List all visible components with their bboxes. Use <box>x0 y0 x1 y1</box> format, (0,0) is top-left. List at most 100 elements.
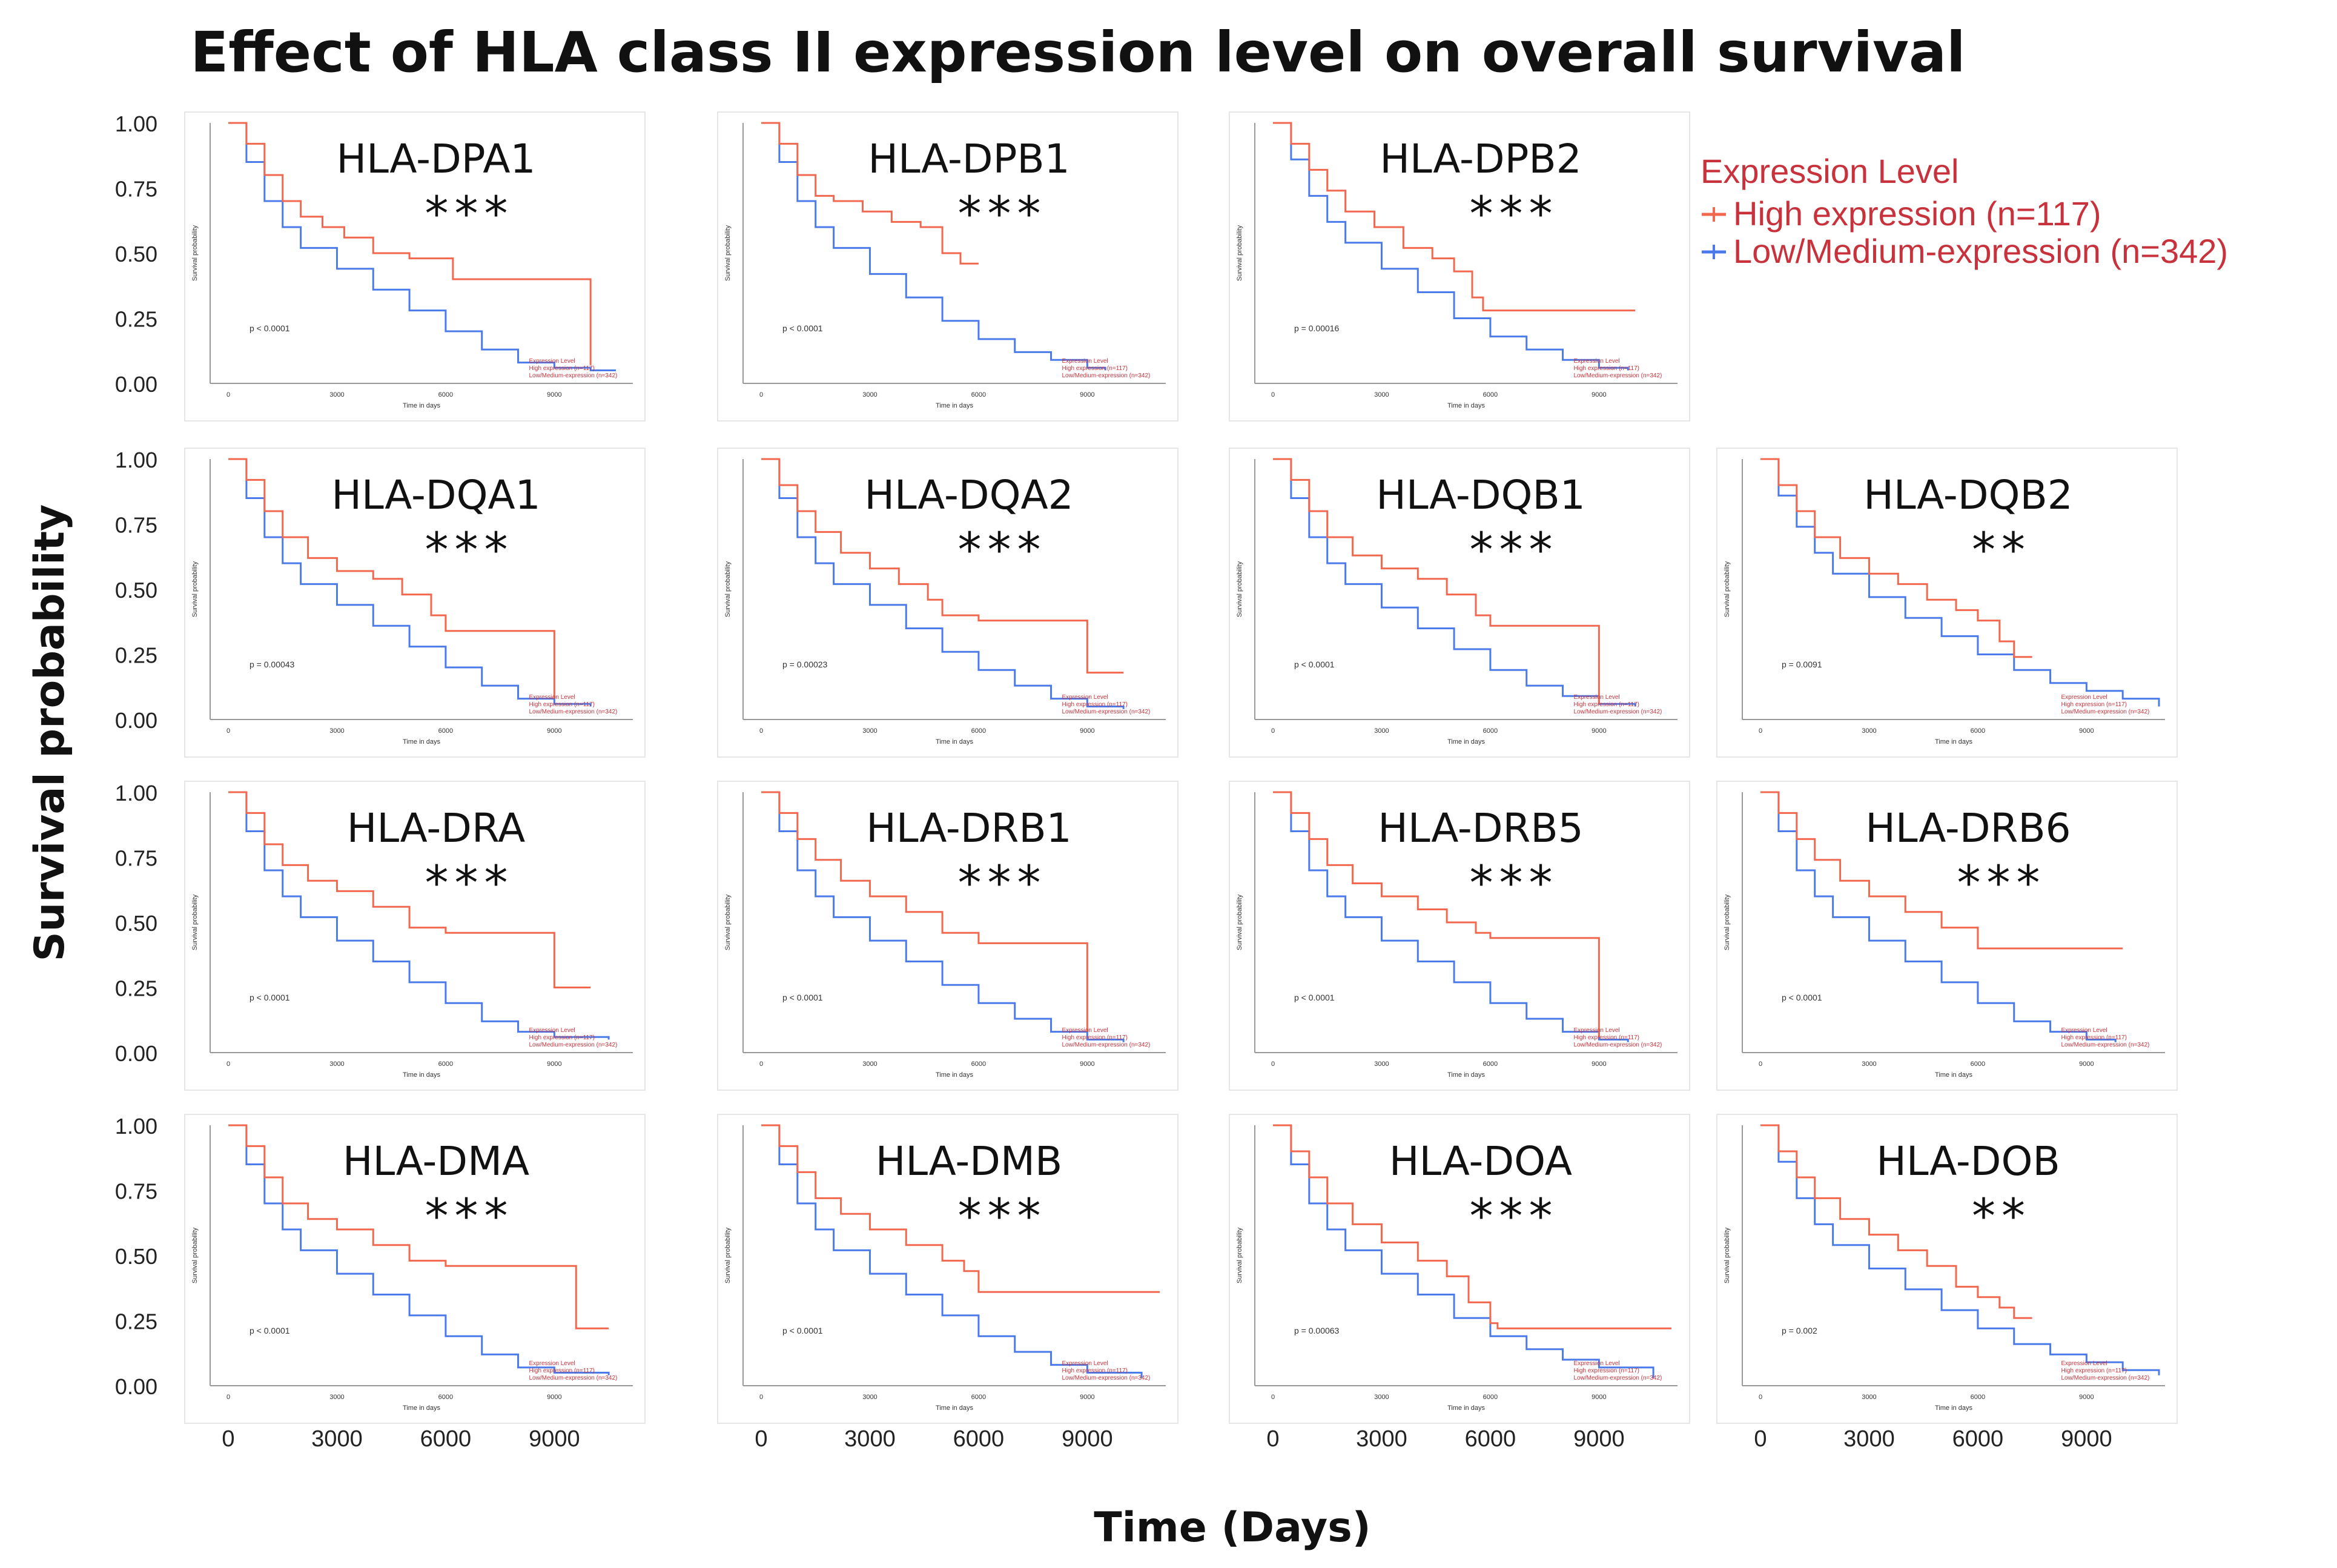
panel-frame <box>1716 781 2178 1091</box>
panel-title: HLA-DQB1 <box>1376 472 1585 518</box>
panel-x-tick-label: 3000 <box>1374 391 1389 399</box>
high-expression-curve <box>228 122 592 365</box>
panel-legend-high: High expression (n=117) <box>1062 701 1128 708</box>
panel-legend-title: Expression Level <box>1573 1360 1619 1367</box>
panel-legend-low: Low/Medium-expression (n=342) <box>1573 1042 1662 1048</box>
panel-legend-title: Expression Level <box>1062 694 1108 701</box>
panel-y-label: Survival probability <box>724 225 732 281</box>
panel-x-tick-label: 9000 <box>547 1394 561 1401</box>
panel-legend-title: Expression Level <box>1062 358 1108 365</box>
low-expression-curve <box>1760 1124 2160 1375</box>
panel-y-label: Survival probability <box>1724 561 1731 617</box>
high-expression-curve <box>761 1124 1160 1293</box>
legend: Expression Level High expression (n=117)… <box>1701 152 2228 270</box>
panel-x-label: Time in days <box>1935 1404 1972 1412</box>
high-expression-curve <box>1273 791 1600 1037</box>
significance-stars: *** <box>1470 1189 1559 1244</box>
panel-y-label: Survival probability <box>1236 561 1243 617</box>
high-expression-curve <box>761 458 1124 674</box>
panel-legend-low: Low/Medium-expression (n=342) <box>529 372 617 379</box>
panel-title: HLA-DMB <box>876 1138 1062 1185</box>
panel-legend-title: Expression Level <box>1062 1360 1108 1367</box>
x-tick-label: 3000 <box>844 1426 896 1452</box>
p-value: p < 0.0001 <box>1294 660 1335 669</box>
high-expression-curve <box>1273 1124 1671 1329</box>
panel-legend-title: Expression Level <box>2061 1027 2107 1034</box>
panel-x-tick-label: 6000 <box>1483 1394 1498 1401</box>
panel-x-tick-label: 6000 <box>438 727 453 735</box>
panel-hla-doa: 0 3000 6000 9000 Time in days Survival probab… <box>1229 1114 1690 1424</box>
x-tick-label: 6000 <box>1952 1426 2004 1452</box>
panel-x-tick-label: 6000 <box>971 1060 986 1068</box>
p-value: p < 0.0001 <box>250 1326 290 1335</box>
x-tick-label: 6000 <box>953 1426 1005 1452</box>
panel-hla-dqb1: 0 3000 6000 9000 Time in days Survival probab… <box>1229 448 1690 758</box>
panel-x-tick-label: 0 <box>1759 1394 1762 1401</box>
panel-legend-low: Low/Medium-expression (n=342) <box>529 709 617 715</box>
y-tick-label: 0.50 <box>115 1244 157 1269</box>
panel-x-tick-label: 9000 <box>1080 391 1094 399</box>
p-value: p = 0.00016 <box>1294 323 1340 333</box>
panel-x-tick-label: 9000 <box>547 391 561 399</box>
panel-x-tick-label: 3000 <box>329 1394 344 1401</box>
panel-x-label: Time in days <box>403 1071 440 1079</box>
panel-legend-title: Expression Level <box>2061 1360 2107 1367</box>
panel-frame <box>184 448 646 758</box>
panel-x-label: Time in days <box>936 1071 973 1079</box>
significance-stars: *** <box>958 187 1047 242</box>
y-tick-label: 1.00 <box>115 111 157 136</box>
panel-x-tick-label: 9000 <box>1592 1394 1606 1401</box>
x-tick-label: 3000 <box>1843 1426 1895 1452</box>
panel-frame <box>184 781 646 1091</box>
panel-x-tick-label: 9000 <box>2079 1394 2094 1401</box>
y-tick-label: 0.50 <box>115 911 157 936</box>
panel-title: HLA-DQB2 <box>1863 472 2072 518</box>
y-tick-label: 0.25 <box>115 1309 157 1334</box>
panel-hla-dqa2: 0 3000 6000 9000 Time in days Survival probab… <box>717 448 1178 758</box>
panel-x-tick-label: 0 <box>759 1060 763 1068</box>
panel-frame <box>717 111 1178 422</box>
x-tick-label: 9000 <box>1573 1426 1625 1452</box>
panel-x-tick-label: 6000 <box>438 1394 453 1401</box>
low-expression-curve <box>1760 791 2117 1042</box>
panel-frame <box>184 1114 646 1424</box>
low-expression-curve <box>761 1124 1143 1378</box>
panel-x-tick-label: 0 <box>226 1394 230 1401</box>
low-expression-curve <box>1760 458 2160 707</box>
panel-x-tick-label: 9000 <box>1592 391 1606 399</box>
panel-legend-title: Expression Level <box>529 1027 575 1034</box>
panel-x-tick-label: 3000 <box>862 1394 877 1401</box>
panel-hla-drb6: 0 3000 6000 9000 Time in days Survival probab… <box>1716 781 2178 1091</box>
significance-stars: *** <box>1470 187 1559 242</box>
panel-x-label: Time in days <box>936 402 973 409</box>
y-tick-label: 1.00 <box>115 781 157 806</box>
panel-legend-title: Expression Level <box>529 358 575 365</box>
significance-stars: *** <box>958 523 1047 578</box>
panel-x-tick-label: 9000 <box>547 727 561 735</box>
panel-hla-drb5: 0 3000 6000 9000 Time in days Survival probab… <box>1229 781 1690 1091</box>
p-value: p = 0.00023 <box>782 660 828 669</box>
panel-x-tick-label: 6000 <box>1971 1394 1985 1401</box>
panel-x-tick-label: 0 <box>226 727 230 735</box>
panel-x-tick-label: 3000 <box>1374 1060 1389 1068</box>
panel-legend-title: Expression Level <box>1062 1027 1108 1034</box>
panel-x-tick-label: 6000 <box>1971 1060 1985 1068</box>
panel-frame <box>717 781 1178 1091</box>
significance-stars: *** <box>1957 856 2046 911</box>
x-tick-label: 9000 <box>2061 1426 2112 1452</box>
low-expression-curve <box>1273 791 1629 1042</box>
panel-hla-drb1: 0 3000 6000 9000 Time in days Survival probab… <box>717 781 1178 1091</box>
panel-y-label: Survival probability <box>724 561 732 617</box>
panel-x-tick-label: 0 <box>759 1394 763 1401</box>
panel-x-tick-label: 3000 <box>1374 727 1389 735</box>
panel-title: HLA-DQA2 <box>864 472 1073 518</box>
panel-x-label: Time in days <box>403 402 440 409</box>
panel-x-tick-label: 6000 <box>1483 1060 1498 1068</box>
panel-title: HLA-DRB6 <box>1865 805 2071 852</box>
x-tick-label: 0 <box>755 1426 767 1452</box>
high-expression-curve <box>228 1124 609 1329</box>
panel-y-label: Survival probability <box>191 561 199 617</box>
x-tick-label: 9000 <box>1062 1426 1113 1452</box>
panel-frame <box>1229 1114 1690 1424</box>
panel-title: HLA-DQA1 <box>331 472 540 518</box>
